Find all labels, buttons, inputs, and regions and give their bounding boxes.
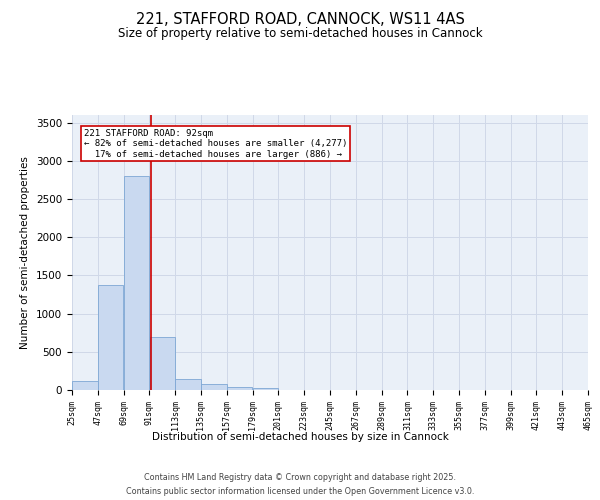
Text: Distribution of semi-detached houses by size in Cannock: Distribution of semi-detached houses by …	[152, 432, 448, 442]
Text: 221, STAFFORD ROAD, CANNOCK, WS11 4AS: 221, STAFFORD ROAD, CANNOCK, WS11 4AS	[136, 12, 464, 28]
Bar	[253, 388, 278, 390]
Bar	[72, 381, 98, 390]
Y-axis label: Number of semi-detached properties: Number of semi-detached properties	[20, 156, 31, 349]
Bar	[175, 378, 201, 390]
Bar	[149, 336, 175, 390]
Bar	[124, 176, 149, 390]
Text: Contains HM Land Registry data © Crown copyright and database right 2025.: Contains HM Land Registry data © Crown c…	[144, 472, 456, 482]
Bar	[227, 387, 253, 390]
Text: 221 STAFFORD ROAD: 92sqm
← 82% of semi-detached houses are smaller (4,277)
  17%: 221 STAFFORD ROAD: 92sqm ← 82% of semi-d…	[84, 128, 347, 158]
Bar	[201, 384, 227, 390]
Text: Contains public sector information licensed under the Open Government Licence v3: Contains public sector information licen…	[126, 488, 474, 496]
Text: Size of property relative to semi-detached houses in Cannock: Size of property relative to semi-detach…	[118, 28, 482, 40]
Bar	[98, 286, 124, 390]
